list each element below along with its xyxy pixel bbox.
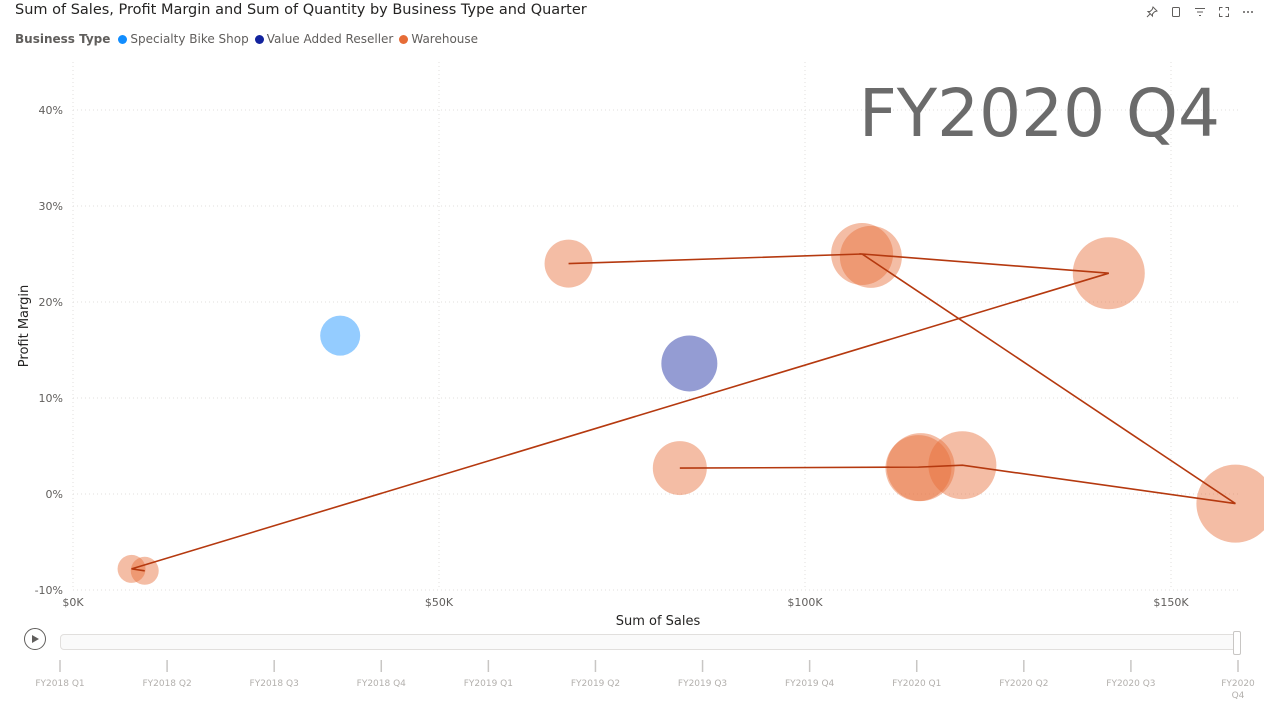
- y-tick-label: 20%: [39, 296, 63, 309]
- play-axis-label[interactable]: FY2020 Q3: [1106, 679, 1155, 689]
- data-point[interactable]: [661, 335, 718, 392]
- play-axis-label[interactable]: FY2019 Q1: [464, 679, 513, 689]
- y-axis-title: Profit Margin: [17, 285, 32, 367]
- legend-title: Business Type: [15, 32, 111, 46]
- legend: Business Type Specialty Bike Shop Value …: [15, 32, 484, 46]
- play-axis-label[interactable]: FY2018 Q4: [357, 679, 407, 689]
- legend-label: Value Added Reseller: [266, 32, 394, 46]
- legend-marker: [399, 34, 409, 44]
- data-point[interactable]: [320, 315, 361, 356]
- legend-marker: [254, 34, 264, 44]
- data-point[interactable]: [839, 225, 902, 288]
- play-icon: [32, 635, 39, 643]
- legend-label: Specialty Bike Shop: [130, 32, 249, 46]
- y-tick-label: 30%: [39, 200, 63, 213]
- play-axis-label[interactable]: FY2019 Q2: [571, 679, 620, 689]
- trail-line: [131, 252, 1236, 572]
- y-tick-label: 40%: [39, 104, 63, 117]
- x-tick-label: $100K: [787, 596, 823, 609]
- legend-label: Warehouse: [411, 32, 479, 46]
- play-axis-label[interactable]: FY2018 Q1: [35, 679, 84, 689]
- play-axis-label[interactable]: FY2019 Q3: [678, 679, 727, 689]
- play-axis-handle[interactable]: [1233, 631, 1241, 655]
- more-options-icon[interactable]: [1240, 4, 1256, 20]
- y-tick-label: 0%: [46, 488, 63, 501]
- legend-item-value-added-reseller[interactable]: Value Added Reseller: [254, 32, 394, 46]
- play-controls: [24, 628, 46, 650]
- data-point[interactable]: [885, 435, 952, 502]
- legend-marker: [118, 34, 128, 44]
- legend-item-warehouse[interactable]: Warehouse: [399, 32, 478, 46]
- play-axis-watermark: FY2020 Q4: [859, 75, 1220, 152]
- play-axis-label[interactable]: FY2020 Q1: [892, 679, 941, 689]
- x-tick-label: $0K: [62, 596, 84, 609]
- play-axis-label[interactable]: FY2019 Q4: [785, 679, 835, 689]
- x-tick-label: $150K: [1153, 596, 1189, 609]
- chart-title: Sum of Sales, Profit Margin and Sum of Q…: [15, 2, 587, 18]
- play-axis-label[interactable]: FY2020: [1221, 679, 1255, 689]
- play-axis-label[interactable]: Q4: [1232, 691, 1245, 701]
- x-axis-title: Sum of Sales: [616, 614, 701, 629]
- play-axis-slider[interactable]: [60, 631, 1241, 655]
- play-axis-label[interactable]: FY2020 Q2: [999, 679, 1048, 689]
- pin-icon[interactable]: [1144, 4, 1160, 20]
- legend-item-specialty-bike-shop[interactable]: Specialty Bike Shop: [118, 32, 249, 46]
- y-tick-label: -10%: [35, 584, 63, 597]
- filter-icon[interactable]: [1192, 4, 1208, 20]
- play-axis-label[interactable]: FY2018 Q2: [142, 679, 191, 689]
- play-button[interactable]: [24, 628, 46, 650]
- visual-header-toolbar: [1144, 4, 1256, 20]
- x-tick-label: $50K: [425, 596, 454, 609]
- copy-icon[interactable]: [1168, 4, 1184, 20]
- focus-mode-icon[interactable]: [1216, 4, 1232, 20]
- play-axis-label[interactable]: FY2018 Q3: [250, 679, 299, 689]
- y-tick-label: 10%: [39, 392, 63, 405]
